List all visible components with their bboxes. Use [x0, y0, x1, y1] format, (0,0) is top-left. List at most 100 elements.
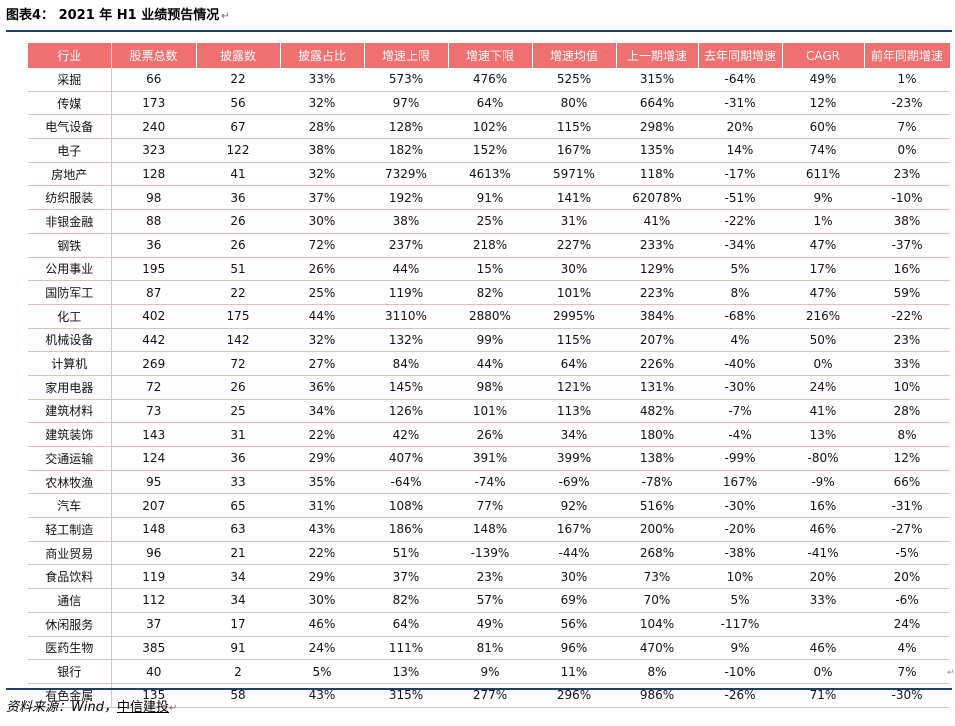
value-cell: 20%: [782, 564, 864, 590]
value-cell: 470%: [616, 636, 698, 661]
table-row: 农林牧渔 95 33 35% -64% -74% -69% -78% 167% -9% 66%: [28, 470, 950, 495]
value-cell: 26: [196, 375, 280, 400]
value-cell: 30%: [280, 209, 364, 234]
value-cell: 26: [196, 209, 280, 234]
value-cell: 108%: [364, 493, 448, 519]
value-cell: 98%: [448, 375, 532, 400]
value-cell: 92%: [532, 493, 616, 519]
industry-cell: 房地产: [28, 162, 112, 187]
side-paragraph-mark: ↵: [947, 668, 955, 678]
table-row: 机械设备 442 142 32% 132% 99% 115% 207% 4% 50% 23%: [28, 328, 950, 353]
column-header: 增速上限: [364, 43, 449, 68]
industry-cell: 采掘: [28, 68, 112, 92]
value-cell: 0%: [864, 138, 950, 163]
value-cell: 27%: [280, 351, 364, 376]
value-cell: 72: [196, 351, 280, 376]
source-prefix: 资料来源：Wind，: [6, 700, 117, 715]
value-cell: 4%: [698, 328, 782, 353]
value-cell: 148: [111, 517, 196, 542]
industry-cell: 电子: [28, 138, 112, 163]
value-cell: 84%: [364, 351, 448, 376]
column-header: 增速下限: [448, 43, 533, 68]
value-cell: 10%: [698, 564, 782, 590]
value-cell: -22%: [864, 304, 950, 329]
value-cell: -51%: [698, 185, 782, 211]
value-cell: -64%: [698, 68, 782, 92]
value-cell: -23%: [864, 91, 950, 116]
value-cell: 186%: [364, 517, 448, 542]
value-cell: 64%: [448, 91, 532, 116]
value-cell: 98: [111, 185, 196, 211]
value-cell: 80%: [532, 91, 616, 116]
value-cell: 126%: [364, 399, 448, 424]
value-cell: 33%: [864, 351, 950, 376]
value-cell: 167%: [698, 470, 782, 495]
value-cell: [782, 612, 864, 637]
value-cell: 145%: [364, 375, 448, 400]
table-row: 汽车 207 65 31% 108% 77% 92% 516% -30% 16% -31%: [28, 493, 950, 519]
value-cell: 115%: [532, 328, 616, 353]
table-row: 非银金融 88 26 30% 38% 25% 31% 41% -22% 1% 38%: [28, 209, 950, 234]
value-cell: 1%: [864, 68, 950, 92]
value-cell: 91: [196, 636, 280, 661]
industry-cell: 交通运输: [28, 446, 112, 471]
value-cell: 180%: [616, 422, 698, 447]
industry-cell: 汽车: [28, 493, 112, 519]
table-row: 计算机 269 72 27% 84% 44% 64% 226% -40% 0% 33%: [28, 351, 950, 376]
value-cell: 38%: [364, 209, 448, 234]
value-cell: 91%: [448, 185, 532, 211]
value-cell: 57%: [448, 588, 532, 613]
value-cell: 573%: [364, 68, 448, 92]
value-cell: 47%: [782, 280, 864, 305]
value-cell: 25: [196, 399, 280, 424]
value-cell: 96%: [532, 636, 616, 661]
paragraph-mark: ↵: [168, 703, 178, 714]
value-cell: 46%: [782, 636, 864, 661]
value-cell: 12%: [782, 91, 864, 116]
source-org-link[interactable]: 中信建投: [116, 700, 169, 715]
value-cell: 36: [111, 233, 196, 258]
value-cell: 8%: [616, 659, 698, 684]
value-cell: 476%: [448, 68, 532, 92]
table-row: 公用事业 195 51 26% 44% 15% 30% 129% 5% 17% 16%: [28, 257, 950, 282]
value-cell: 233%: [616, 233, 698, 258]
value-cell: 24%: [280, 636, 364, 661]
bottom-rule: [6, 688, 952, 690]
value-cell: 97%: [364, 91, 448, 116]
value-cell: -99%: [698, 446, 782, 471]
value-cell: 128%: [364, 114, 448, 140]
value-cell: 143: [111, 422, 196, 447]
value-cell: 38%: [864, 209, 950, 234]
figure-title-text: 图表4： 2021 年 H1 业绩预告情况: [6, 8, 220, 23]
value-cell: 31: [196, 422, 280, 447]
value-cell: 66%: [864, 470, 950, 495]
value-cell: 4%: [864, 636, 950, 661]
value-cell: 315%: [364, 683, 448, 708]
value-cell: 132%: [364, 328, 448, 353]
value-cell: 20%: [864, 564, 950, 590]
value-cell: 15%: [448, 257, 532, 282]
value-cell: 200%: [616, 517, 698, 542]
table-row: 银行 40 2 5% 13% 9% 11% 8% -10% 0% 7%: [28, 659, 950, 684]
value-cell: 611%: [782, 162, 864, 187]
value-cell: 36%: [280, 375, 364, 400]
value-cell: 385: [111, 636, 196, 661]
value-cell: -31%: [698, 91, 782, 116]
industry-cell: 国防军工: [28, 280, 112, 305]
industry-cell: 纺织服装: [28, 185, 112, 211]
value-cell: 0%: [782, 351, 864, 376]
value-cell: 41: [196, 162, 280, 187]
value-cell: 240: [111, 114, 196, 140]
value-cell: 9%: [698, 636, 782, 661]
value-cell: 29%: [280, 446, 364, 471]
value-cell: 38%: [280, 138, 364, 163]
value-cell: 44%: [448, 351, 532, 376]
industry-cell: 医药生物: [28, 636, 112, 661]
value-cell: -27%: [864, 517, 950, 542]
value-cell: 167%: [532, 138, 616, 163]
value-cell: 5%: [698, 257, 782, 282]
value-cell: 34%: [532, 422, 616, 447]
value-cell: 124: [111, 446, 196, 471]
paragraph-mark: ↵: [221, 11, 230, 22]
value-cell: 43%: [280, 517, 364, 542]
